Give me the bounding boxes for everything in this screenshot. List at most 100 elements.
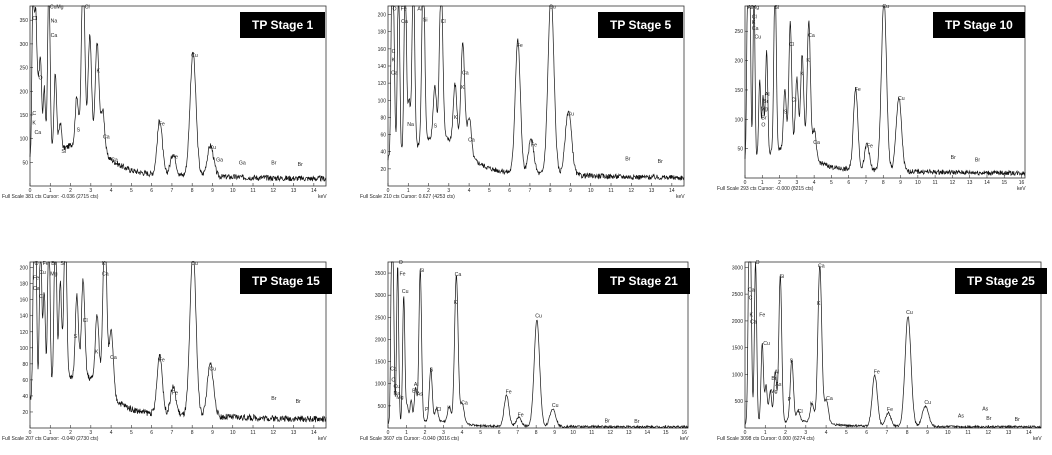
x-axis-unit: keV <box>680 436 689 442</box>
x-tick-label: 2 <box>69 430 72 436</box>
y-tick-label: 350 <box>20 18 29 24</box>
x-tick-label: 11 <box>965 430 970 436</box>
element-tag: Br <box>298 162 303 168</box>
element-tag: C <box>391 378 395 384</box>
y-tick-label: 200 <box>20 266 29 272</box>
element-tag: Fe <box>43 261 49 267</box>
x-tick-label: 11 <box>589 430 594 436</box>
element-tag: Al <box>414 382 419 388</box>
x-tick-label: 6 <box>150 188 153 194</box>
element-tag: K <box>800 71 804 77</box>
element-tag: K <box>392 58 396 64</box>
x-tick-label: 10 <box>570 430 576 436</box>
element-tag: Br <box>625 156 630 162</box>
element-tag: Cl <box>792 98 797 104</box>
y-tick-label: 20 <box>380 167 386 173</box>
spectrum-panel-4: 20 40 60 80 100 120 140 160 180 200 0 1 2 3 4 5 6 7 8 9 10 11… <box>2 261 332 442</box>
x-tick-label: 7 <box>516 430 519 436</box>
x-tick-label: 14 <box>311 430 317 436</box>
element-tag: Ca <box>110 355 117 361</box>
x-tick-label: 5 <box>130 430 133 436</box>
y-tick-label: 180 <box>20 282 29 288</box>
y-tick-label: 250 <box>735 29 744 35</box>
element-tag: K <box>810 402 814 408</box>
element-tag: Ca <box>750 320 757 326</box>
y-tick-label: 50 <box>737 147 743 153</box>
y-tick-label: 500 <box>378 404 387 410</box>
element-tag: Ca <box>808 33 815 39</box>
x-tick-label: 14 <box>311 188 317 194</box>
element-tag: O <box>39 75 43 81</box>
x-tick-label: 3 <box>89 188 92 194</box>
element-tag: Cl <box>752 14 757 20</box>
element-tag: Cu <box>402 289 409 295</box>
x-tick-label: 16 <box>1019 180 1025 186</box>
element-tag: Ca <box>461 401 468 407</box>
element-tag: Cu <box>755 34 762 40</box>
element-tag: K <box>447 405 451 411</box>
element-tag: C <box>392 49 396 55</box>
element-tag: Si <box>774 5 779 11</box>
element-tag: As <box>958 413 964 419</box>
x-tick-label: 2 <box>69 188 72 194</box>
element-tag: S <box>790 359 794 365</box>
element-tag: Mg <box>752 5 759 11</box>
element-tag: Ca <box>111 157 118 163</box>
y-tick-label: 2500 <box>732 292 743 298</box>
element-tag: C <box>32 111 36 117</box>
element-tag: Br <box>771 376 776 382</box>
spectrum-trace <box>744 5 1026 177</box>
x-axis-unit: keV <box>318 436 327 442</box>
element-tag: Ca <box>818 263 825 269</box>
element-tag: O <box>761 122 765 128</box>
element-tag: Cl <box>85 4 90 10</box>
x-tick-label: 5 <box>488 188 491 194</box>
element-tag: Fe <box>874 369 880 375</box>
element-tag: Cu <box>898 96 905 102</box>
element-tag: Fe <box>159 357 165 363</box>
element-tag: C <box>749 295 753 301</box>
element-tag: K <box>752 20 756 26</box>
y-tick-label: 120 <box>20 330 29 336</box>
element-tag: Cu <box>567 112 574 118</box>
element-tag: S <box>74 334 78 340</box>
element-tag: K <box>454 300 458 306</box>
y-tick-label: 60 <box>380 133 386 139</box>
element-tag: Fe <box>172 390 178 396</box>
element-tag: Cu <box>39 270 46 276</box>
element-tag: Cu <box>549 5 556 11</box>
element-tag: Ca <box>390 366 397 372</box>
element-tag: Cu <box>209 145 216 151</box>
element-tag: Mg <box>761 106 768 112</box>
x-tick-label: 5 <box>479 430 482 436</box>
y-tick-label: 100 <box>20 346 29 352</box>
element-tag: Fe <box>518 412 524 418</box>
y-tick-label: 20 <box>22 410 28 416</box>
x-tick-label: 9 <box>553 430 556 436</box>
element-tag: Cu <box>906 310 913 316</box>
element-tag: Fe <box>506 389 512 395</box>
x-tick-label: 13 <box>291 430 297 436</box>
element-tag: Br <box>271 161 276 167</box>
element-tag: Cu <box>552 403 559 409</box>
x-tick-label: 6 <box>498 430 501 436</box>
element-tag: Ca <box>455 272 462 278</box>
x-axis-unit: keV <box>676 194 685 200</box>
x-tick-label: 9 <box>569 188 572 194</box>
y-tick-label: 2500 <box>375 315 386 321</box>
full-scale-readout: Full Scale 381 cts Cursor: -0.036 (2715 … <box>2 194 99 200</box>
x-tick-label: 13 <box>291 188 297 194</box>
y-tick-label: 3500 <box>375 271 386 277</box>
element-tag: P <box>425 407 429 413</box>
spectrum-panel-6: 500 1000 1500 2000 2500 3000 0 1 2 3 4 5 6 7 8 9 10 11 12 1… <box>717 260 1047 442</box>
spectrum-panel-1: 50 100 150 200 250 300 350 0 1 2 3 4 5 6 7 8 9 10 11 12 13 14… <box>2 4 327 200</box>
element-tag: Fe <box>531 143 537 149</box>
element-tag: Si <box>61 149 66 155</box>
spectrum-trace <box>29 261 327 423</box>
x-tick-label: 11 <box>250 430 255 436</box>
full-scale-readout: Full Scale 3607 cts Cursor: -0.040 (3016… <box>360 436 460 442</box>
y-tick-label: 60 <box>22 378 28 384</box>
y-tick-label: 100 <box>20 137 29 143</box>
element-tag: Fe <box>172 155 178 161</box>
x-tick-label: 6 <box>847 180 850 186</box>
